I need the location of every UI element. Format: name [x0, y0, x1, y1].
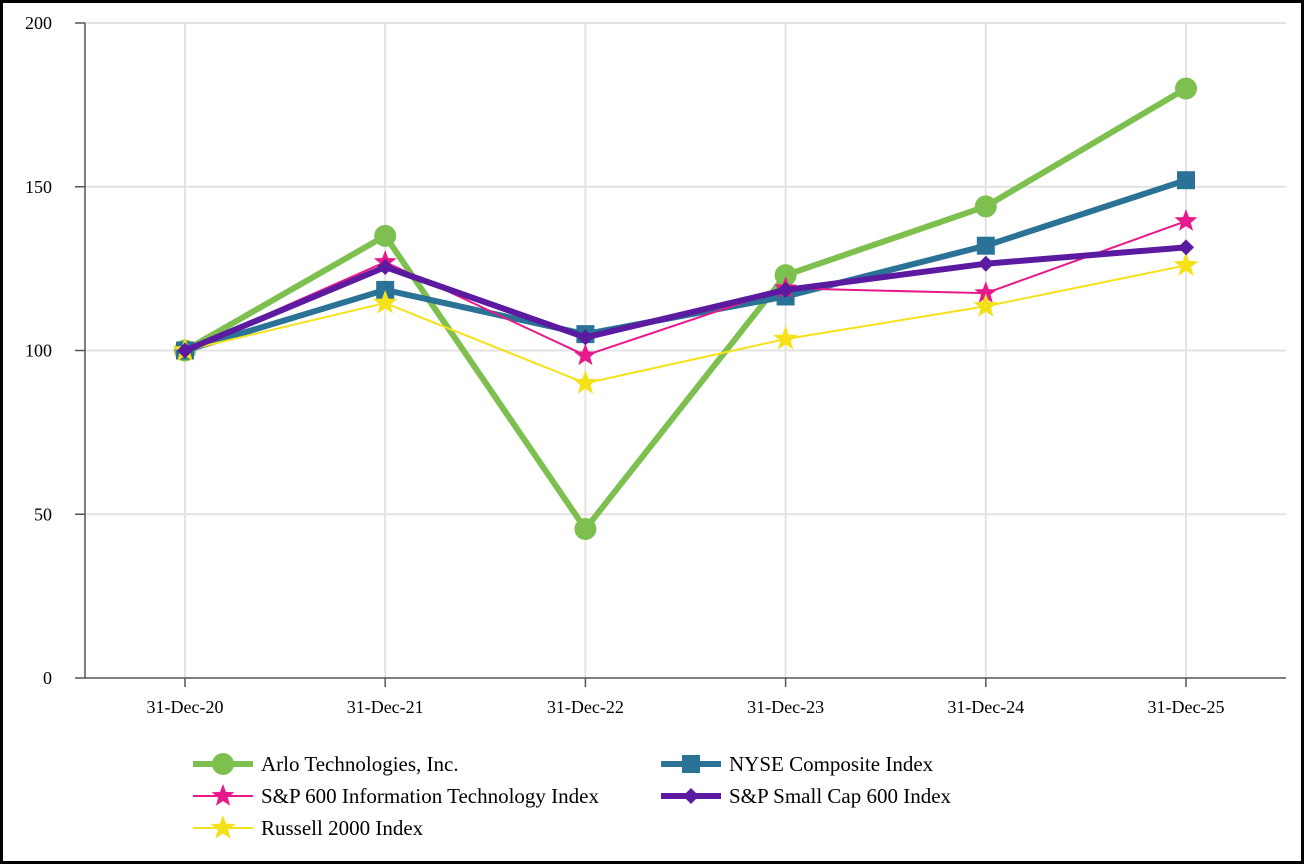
legend-item: Arlo Technologies, Inc. — [193, 752, 459, 776]
series-line — [184, 220, 1187, 357]
data-point — [574, 517, 597, 540]
data-point — [977, 255, 994, 272]
data-point — [374, 224, 397, 247]
data-point — [974, 195, 997, 218]
y-tick-label: 50 — [34, 504, 52, 524]
x-tick-label: 31-Dec-23 — [747, 697, 824, 717]
series-line — [182, 244, 1189, 354]
y-tick-label: 0 — [43, 668, 52, 688]
series-line — [184, 264, 1187, 385]
data-point — [177, 342, 193, 359]
legend-swatch-marker — [211, 784, 235, 806]
data-point — [1178, 239, 1194, 256]
data-point — [573, 370, 598, 394]
y-tick-label: 200 — [25, 13, 52, 33]
x-tick-label: 31-Dec-21 — [347, 697, 424, 717]
data-point — [974, 281, 998, 303]
data-point — [1173, 252, 1199, 276]
series-4 — [172, 252, 1199, 394]
x-tick-label: 31-Dec-20 — [147, 697, 224, 717]
series-layer — [172, 77, 1199, 540]
legend-swatch-marker — [212, 753, 234, 775]
legend-item: NYSE Composite Index — [661, 752, 934, 776]
legend-swatch-marker — [682, 755, 700, 773]
data-point — [973, 293, 999, 317]
axes — [75, 22, 1286, 687]
data-point — [773, 326, 798, 350]
data-point — [976, 236, 995, 255]
y-tick-label: 100 — [25, 341, 52, 361]
data-point — [372, 290, 398, 314]
legend-label: Arlo Technologies, Inc. — [261, 752, 459, 776]
grid-lines — [85, 22, 1286, 678]
x-tick-label: 31-Dec-25 — [1148, 697, 1225, 717]
data-point — [1175, 77, 1197, 100]
legend-label: S&P 600 Information Technology Index — [261, 784, 599, 808]
data-point — [1174, 209, 1198, 231]
series-line — [182, 85, 1189, 532]
legend-label: NYSE Composite Index — [729, 752, 934, 776]
legend-label: Russell 2000 Index — [261, 816, 424, 840]
data-point — [774, 264, 797, 287]
data-point — [376, 280, 395, 299]
data-point — [573, 343, 597, 366]
legend-swatch-marker — [683, 788, 699, 804]
data-point — [1177, 171, 1195, 190]
x-tick-label: 31-Dec-24 — [947, 697, 1024, 717]
data-point — [577, 329, 594, 346]
legend-item: S&P 600 Information Technology Index — [193, 784, 599, 808]
legend-item: Russell 2000 Index — [193, 815, 424, 840]
data-point — [777, 281, 794, 298]
series-2 — [173, 209, 1198, 366]
y-tick-label: 150 — [25, 177, 52, 197]
legend-swatch-marker — [210, 815, 236, 839]
legend-item: S&P Small Cap 600 Index — [661, 784, 952, 808]
y-tick-labels: 0 50 100 150 200 — [25, 13, 52, 688]
legend-label: S&P Small Cap 600 Index — [729, 784, 952, 808]
line-chart: 0 50 100 150 200 31-Dec-20 31-Dec-21 31-Dec-22… — [25, 13, 1286, 840]
x-tick-label: 31-Dec-22 — [547, 697, 624, 717]
x-tick-labels: 31-Dec-20 31-Dec-21 31-Dec-22 31-Dec-23 31-D… — [147, 697, 1225, 717]
series-3 — [177, 239, 1194, 359]
legend: Arlo Technologies, Inc. NYSE Composite In… — [193, 752, 952, 840]
data-point — [377, 258, 394, 275]
